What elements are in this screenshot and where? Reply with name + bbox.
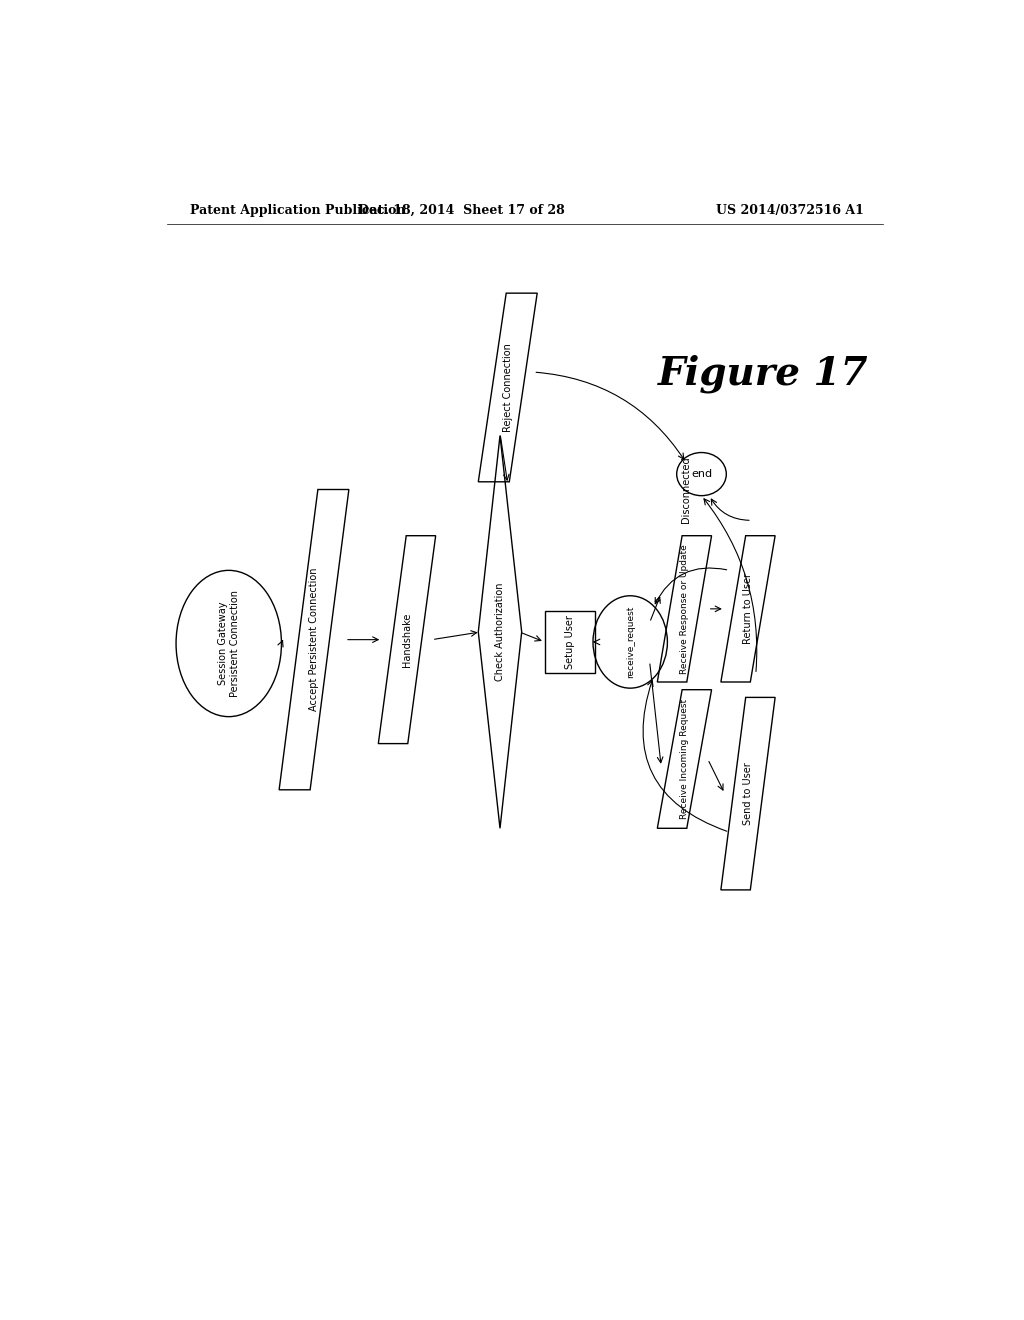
Text: Receive Incoming Request: Receive Incoming Request [680,698,689,820]
Text: Reject Connection: Reject Connection [503,343,513,432]
Text: Patent Application Publication: Patent Application Publication [190,205,406,218]
Bar [545,611,595,673]
Text: Disconnected: Disconnected [681,457,691,523]
Text: Handshake: Handshake [402,612,412,667]
Text: US 2014/0372516 A1: US 2014/0372516 A1 [717,205,864,218]
Text: Dec. 18, 2014  Sheet 17 of 28: Dec. 18, 2014 Sheet 17 of 28 [357,205,564,218]
Text: Send to User: Send to User [743,762,753,825]
Text: Check Authorization: Check Authorization [495,582,505,681]
Text: receive_request: receive_request [626,606,635,678]
Text: Return to User: Return to User [743,573,753,644]
Text: Session Gateway
Persistent Connection: Session Gateway Persistent Connection [218,590,240,697]
Text: Setup User: Setup User [565,615,574,669]
Text: Receive Response or Update: Receive Response or Update [680,544,689,673]
Text: Figure 17: Figure 17 [658,355,868,393]
Text: end: end [691,469,712,479]
Text: Accept Persistent Connection: Accept Persistent Connection [309,568,319,711]
